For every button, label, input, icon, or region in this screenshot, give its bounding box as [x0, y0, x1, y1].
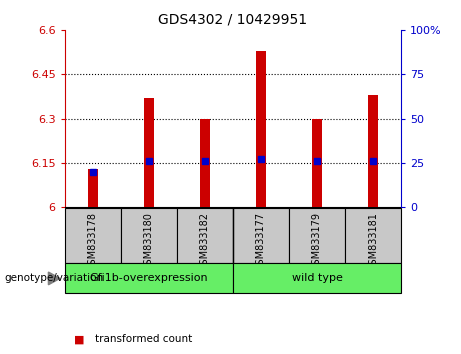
Bar — [177, 208, 233, 263]
Bar — [121, 208, 177, 263]
Text: GSM833179: GSM833179 — [312, 212, 322, 271]
Text: GSM833182: GSM833182 — [200, 212, 210, 271]
Text: GSM833177: GSM833177 — [256, 212, 266, 271]
Bar — [256, 51, 266, 207]
Bar — [345, 208, 401, 263]
Bar — [233, 263, 401, 293]
Bar — [65, 263, 233, 293]
Text: genotype/variation: genotype/variation — [5, 273, 104, 284]
Bar — [368, 95, 378, 207]
Bar — [312, 119, 322, 207]
Text: Gfi1b-overexpression: Gfi1b-overexpression — [89, 273, 208, 284]
Text: ■: ■ — [74, 335, 84, 344]
Text: GSM833181: GSM833181 — [368, 212, 378, 270]
Text: transformed count: transformed count — [95, 335, 192, 344]
Title: GDS4302 / 10429951: GDS4302 / 10429951 — [158, 12, 307, 26]
Polygon shape — [48, 272, 60, 285]
Bar — [200, 119, 210, 207]
Text: GSM833178: GSM833178 — [88, 212, 98, 271]
Bar — [65, 208, 121, 263]
Bar — [289, 208, 345, 263]
Bar — [144, 98, 154, 207]
Bar — [233, 208, 289, 263]
Bar — [88, 169, 98, 207]
Text: wild type: wild type — [291, 273, 343, 284]
Text: GSM833180: GSM833180 — [144, 212, 154, 270]
